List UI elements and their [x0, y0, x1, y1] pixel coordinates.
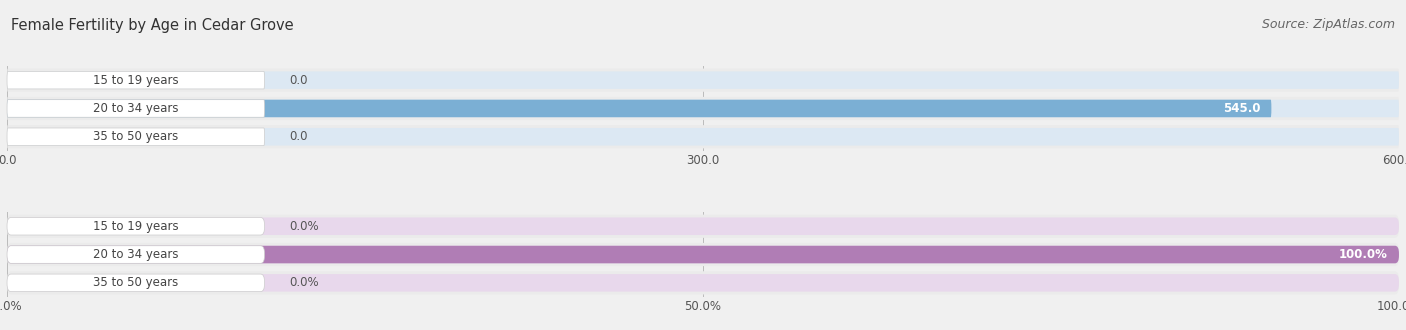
- Text: 0.0: 0.0: [290, 130, 308, 143]
- FancyBboxPatch shape: [7, 125, 1399, 148]
- FancyBboxPatch shape: [7, 246, 264, 263]
- Text: 0.0%: 0.0%: [290, 276, 319, 289]
- FancyBboxPatch shape: [7, 246, 1399, 263]
- Text: 0.0%: 0.0%: [290, 220, 319, 233]
- FancyBboxPatch shape: [7, 71, 264, 89]
- FancyBboxPatch shape: [7, 128, 1399, 146]
- Text: 15 to 19 years: 15 to 19 years: [93, 220, 179, 233]
- FancyBboxPatch shape: [7, 217, 264, 235]
- FancyBboxPatch shape: [7, 100, 1399, 117]
- Text: Female Fertility by Age in Cedar Grove: Female Fertility by Age in Cedar Grove: [11, 18, 294, 33]
- Text: 0.0: 0.0: [290, 74, 308, 87]
- FancyBboxPatch shape: [7, 274, 1399, 292]
- FancyBboxPatch shape: [7, 71, 1399, 89]
- FancyBboxPatch shape: [7, 271, 1399, 294]
- FancyBboxPatch shape: [7, 217, 1399, 235]
- FancyBboxPatch shape: [7, 214, 1399, 238]
- Text: 35 to 50 years: 35 to 50 years: [93, 276, 179, 289]
- FancyBboxPatch shape: [7, 100, 264, 117]
- FancyBboxPatch shape: [7, 128, 264, 146]
- Text: 545.0: 545.0: [1223, 102, 1260, 115]
- Text: Source: ZipAtlas.com: Source: ZipAtlas.com: [1261, 18, 1395, 31]
- Text: 100.0%: 100.0%: [1339, 248, 1388, 261]
- FancyBboxPatch shape: [7, 69, 1399, 92]
- FancyBboxPatch shape: [7, 274, 264, 292]
- Text: 20 to 34 years: 20 to 34 years: [93, 248, 179, 261]
- Text: 20 to 34 years: 20 to 34 years: [93, 102, 179, 115]
- FancyBboxPatch shape: [7, 100, 1271, 117]
- FancyBboxPatch shape: [7, 243, 1399, 266]
- FancyBboxPatch shape: [7, 97, 1399, 120]
- FancyBboxPatch shape: [7, 246, 1399, 263]
- Text: 15 to 19 years: 15 to 19 years: [93, 74, 179, 87]
- Text: 35 to 50 years: 35 to 50 years: [93, 130, 179, 143]
